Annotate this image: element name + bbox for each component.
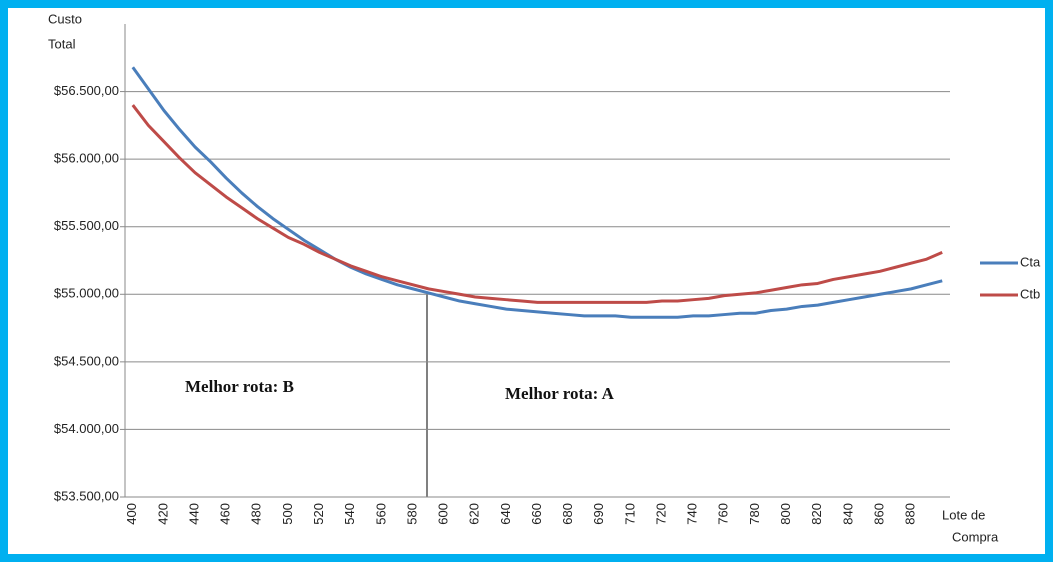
x-axis-title: Lote de [942,507,985,522]
y-axis-title: Total [48,36,76,51]
y-axis-title: Custo [48,11,82,26]
x-tick-label: 800 [778,503,793,525]
annotation: Melhor rota: B [185,377,294,396]
x-tick-label: 600 [436,503,451,525]
x-tick-label: 820 [809,503,824,525]
x-tick-label: 640 [498,503,513,525]
series-line [131,66,943,319]
y-tick-label: $54.000,00 [54,421,119,436]
x-tick-label: 860 [871,503,886,525]
x-tick-label: 740 [685,503,700,525]
legend-label: Ctb [1020,286,1040,301]
series-line [131,104,943,304]
y-tick-label: $55.500,00 [54,218,119,233]
x-tick-label: 780 [747,503,762,525]
x-axis-title: Compra [952,529,999,544]
x-tick-label: 840 [840,503,855,525]
y-tick-label: $56.500,00 [54,83,119,98]
x-tick-label: 690 [591,503,606,525]
x-tick-label: 440 [186,503,201,525]
x-tick-label: 680 [560,503,575,525]
y-tick-label: $56.000,00 [54,151,119,166]
x-tick-label: 540 [342,503,357,525]
y-tick-label: $53.500,00 [54,488,119,503]
x-tick-label: 400 [124,503,139,525]
x-tick-label: 520 [311,503,326,525]
annotation: Melhor rota: A [505,384,615,403]
x-tick-label: 500 [280,503,295,525]
legend-label: Cta [1020,254,1041,269]
x-tick-label: 480 [249,503,264,525]
x-tick-label: 560 [373,503,388,525]
x-tick-label: 880 [903,503,918,525]
x-tick-label: 460 [218,503,233,525]
x-tick-label: 420 [155,503,170,525]
x-tick-label: 760 [716,503,731,525]
x-tick-label: 620 [467,503,482,525]
x-tick-label: 660 [529,503,544,525]
x-tick-label: 720 [653,503,668,525]
x-tick-label: 580 [404,503,419,525]
x-tick-label: 710 [622,503,637,525]
y-tick-label: $54.500,00 [54,353,119,368]
y-tick-label: $55.000,00 [54,286,119,301]
